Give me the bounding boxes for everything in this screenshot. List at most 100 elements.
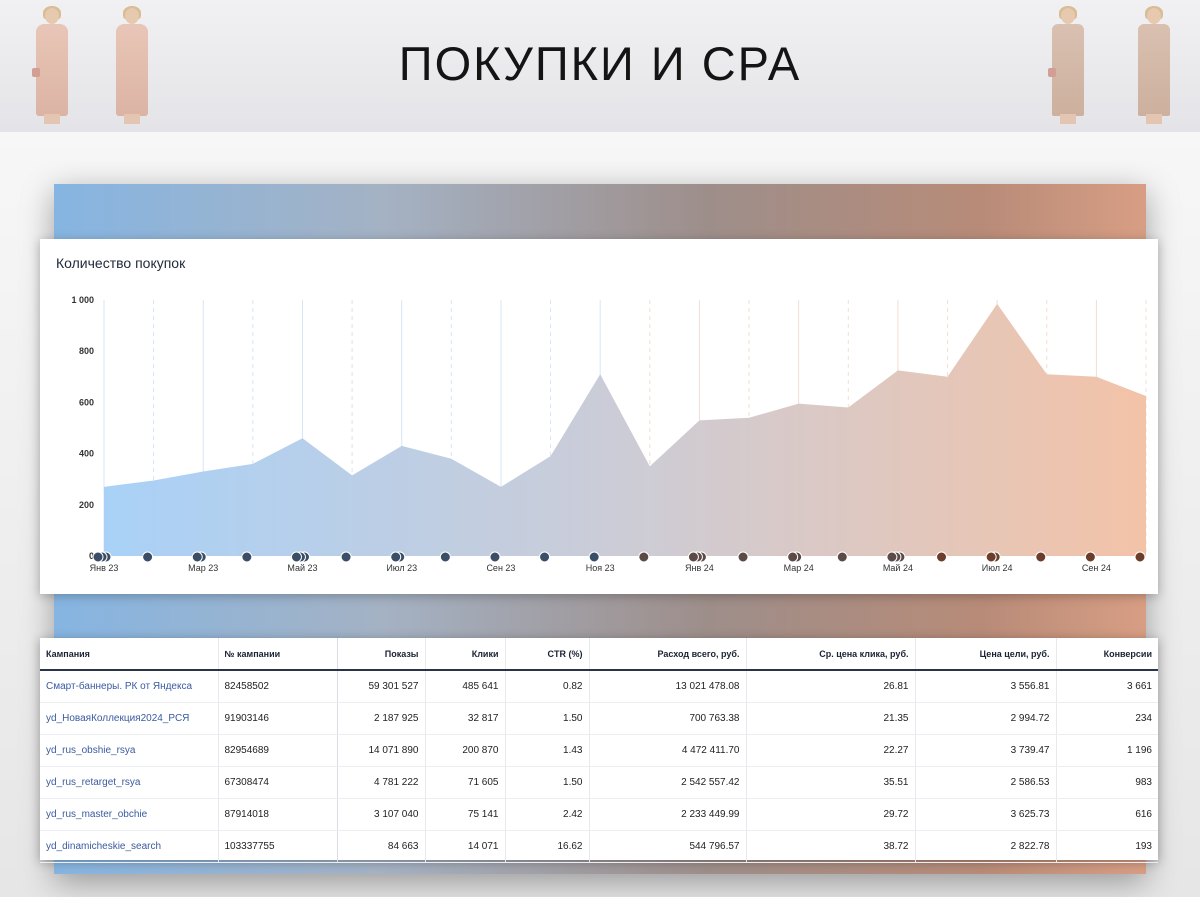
impressions-cell: 59 301 527 (337, 670, 426, 703)
campaign-id-cell: 87914018 (218, 798, 338, 831)
cpa-cell: 3 556.81 (915, 670, 1057, 703)
x-tick-label: Мар 23 (188, 563, 218, 573)
header-cpa[interactable]: Цена цели, руб. (915, 638, 1057, 671)
data-point[interactable] (598, 372, 602, 376)
conversions-cell: 193 (1056, 830, 1158, 863)
header-conversions[interactable]: Конверсии (1056, 638, 1158, 671)
campaign-name-cell[interactable]: yd_dinamicheskie_search (40, 830, 219, 863)
header-impressions[interactable]: Показы (337, 638, 426, 671)
x-tick-label: Май 24 (883, 563, 913, 573)
data-point[interactable] (300, 436, 304, 440)
campaign-name-cell[interactable]: Смарт-баннеры. РК от Яндекса (40, 670, 219, 703)
header-banner: ПОКУПКИ И СРА (0, 0, 1200, 132)
ctr-cell: 1.43 (505, 734, 590, 767)
data-point[interactable] (846, 406, 850, 410)
spend-cell: 700 763.38 (589, 702, 747, 735)
data-point[interactable] (449, 457, 453, 461)
event-marker-icon[interactable] (737, 551, 749, 563)
event-marker-icon[interactable] (241, 551, 253, 563)
data-point[interactable] (201, 470, 205, 474)
data-point[interactable] (995, 302, 999, 306)
impressions-cell: 14 071 890 (337, 734, 426, 767)
data-point[interactable] (549, 454, 553, 458)
spend-cell: 2 542 557.42 (589, 766, 747, 799)
event-marker-icon[interactable] (92, 551, 104, 563)
campaign-id-cell: 91903146 (218, 702, 338, 735)
data-point[interactable] (1144, 394, 1148, 398)
event-marker-icon[interactable] (489, 551, 501, 563)
cpa-cell: 3 739.47 (915, 734, 1057, 767)
cpa-cell: 3 625.73 (915, 798, 1057, 831)
spend-cell: 13 021 478.08 (589, 670, 747, 703)
table-row[interactable]: yd_rus_retarget_rsya 67308474 4 781 222 71 … (40, 766, 1158, 799)
campaign-name-cell[interactable]: yd_rus_retarget_rsya (40, 766, 219, 799)
event-marker-icon[interactable] (687, 551, 699, 563)
data-point[interactable] (102, 485, 106, 489)
campaign-name-cell[interactable]: yd_НоваяКоллекция2024_РСЯ (40, 702, 219, 735)
event-marker-icon[interactable] (1134, 551, 1146, 563)
y-tick-label: 800 (79, 346, 94, 356)
model-photo (1042, 6, 1094, 126)
x-tick-label: Ноя 23 (586, 563, 615, 573)
event-marker-icon[interactable] (539, 551, 551, 563)
event-marker-icon[interactable] (638, 551, 650, 563)
event-marker-icon[interactable] (1084, 551, 1096, 563)
data-point[interactable] (946, 375, 950, 379)
conversions-cell: 1 196 (1056, 734, 1158, 767)
x-tick-label: Июл 24 (982, 563, 1013, 573)
data-point[interactable] (697, 418, 701, 422)
table-row[interactable]: yd_rus_master_obchie 87914018 3 107 040 75 … (40, 798, 1158, 831)
cpc-cell: 22.27 (746, 734, 916, 767)
header-clicks[interactable]: Клики (425, 638, 506, 671)
data-point[interactable] (152, 478, 156, 482)
conversions-cell: 616 (1056, 798, 1158, 831)
cpa-cell: 2 586.53 (915, 766, 1057, 799)
cpc-cell: 21.35 (746, 702, 916, 735)
conversions-cell: 3 661 (1056, 670, 1158, 703)
event-marker-icon[interactable] (439, 551, 451, 563)
event-marker-icon[interactable] (191, 551, 203, 563)
header-spend[interactable]: Расход всего, руб. (589, 638, 747, 671)
event-marker-icon[interactable] (588, 551, 600, 563)
table-row[interactable]: yd_dinamicheskie_search 103337755 84 663 14… (40, 830, 1158, 863)
campaign-id-cell: 67308474 (218, 766, 338, 799)
campaign-name-cell[interactable]: yd_rus_master_obchie (40, 798, 219, 831)
data-point[interactable] (251, 462, 255, 466)
event-marker-icon[interactable] (936, 551, 948, 563)
campaign-id-cell: 82458502 (218, 670, 338, 703)
event-marker-icon[interactable] (340, 551, 352, 563)
header-campaign-id[interactable]: № кампании (218, 638, 338, 671)
data-point[interactable] (1094, 375, 1098, 379)
event-marker-icon[interactable] (290, 551, 302, 563)
table-row[interactable]: Смарт-баннеры. РК от Яндекса 82458502 59 3… (40, 670, 1158, 703)
header-cpc[interactable]: Ср. цена клика, руб. (746, 638, 916, 671)
spend-cell: 544 796.57 (589, 830, 747, 863)
header-campaign[interactable]: Кампания (40, 638, 219, 671)
data-point[interactable] (747, 416, 751, 420)
event-marker-icon[interactable] (836, 551, 848, 563)
event-marker-icon[interactable] (886, 551, 898, 563)
data-point[interactable] (400, 444, 404, 448)
event-marker-icon[interactable] (1035, 551, 1047, 563)
conversions-cell: 983 (1056, 766, 1158, 799)
data-point[interactable] (350, 473, 354, 477)
model-photo (106, 6, 158, 126)
impressions-cell: 84 663 (337, 830, 426, 863)
table-row[interactable]: yd_rus_obshie_rsya 82954689 14 071 890 200 … (40, 734, 1158, 767)
table-row[interactable]: yd_НоваяКоллекция2024_РСЯ 91903146 2 187 9… (40, 702, 1158, 735)
impressions-cell: 4 781 222 (337, 766, 426, 799)
data-point[interactable] (797, 402, 801, 406)
data-point[interactable] (896, 368, 900, 372)
event-marker-icon[interactable] (142, 551, 154, 563)
x-tick-label: Мар 24 (784, 563, 814, 573)
x-tick-label: Янв 24 (685, 563, 714, 573)
header-ctr[interactable]: CTR (%) (505, 638, 590, 671)
data-point[interactable] (1045, 372, 1049, 376)
event-marker-icon[interactable] (985, 551, 997, 563)
event-marker-icon[interactable] (390, 551, 402, 563)
ctr-cell: 1.50 (505, 702, 590, 735)
data-point[interactable] (499, 485, 503, 489)
event-marker-icon[interactable] (787, 551, 799, 563)
data-point[interactable] (648, 464, 652, 468)
campaign-name-cell[interactable]: yd_rus_obshie_rsya (40, 734, 219, 767)
